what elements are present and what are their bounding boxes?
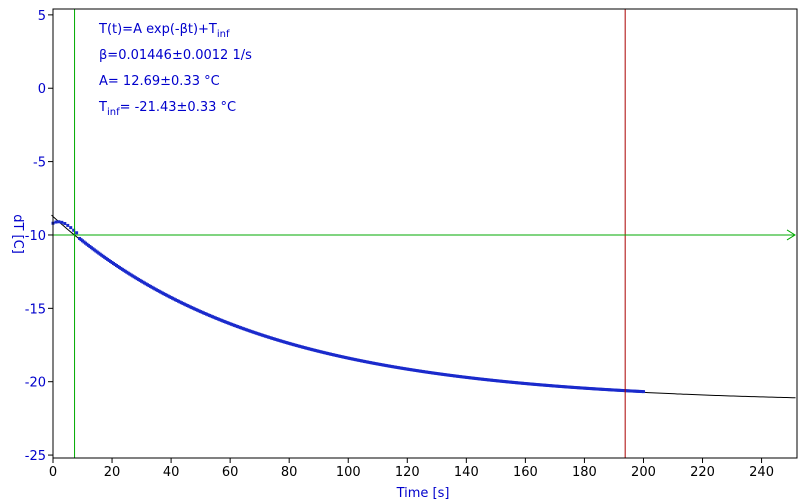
- cursor-layer[interactable]: [53, 9, 796, 458]
- data-point: [69, 226, 73, 230]
- x-tick-label: 40: [163, 465, 180, 480]
- data-layer: [51, 214, 796, 399]
- data-point: [63, 222, 67, 226]
- x-tick-label: 80: [281, 465, 298, 480]
- y-tick-label: -25: [25, 449, 46, 464]
- y-tick-label: -5: [33, 156, 46, 171]
- data-point: [60, 220, 64, 224]
- x-tick-label: 100: [336, 465, 361, 480]
- x-tick-label: 140: [454, 465, 479, 480]
- x-tick-label: 220: [690, 465, 715, 480]
- ticks-layer: 0 20 40 60 80 100 120 140 160 180 200 220 240 5 0 -5 -10…: [25, 9, 774, 480]
- x-tick-label: 200: [631, 465, 656, 480]
- tinf-text: Tinf= -21.43±0.33 °C: [98, 100, 236, 118]
- data-point: [54, 220, 58, 224]
- y-axis-label: dT [C]: [10, 214, 25, 254]
- y-tick-label: -10: [25, 229, 46, 244]
- fit-annotation: T(t)=A exp(-βt)+Tinf β=0.01446±0.0012 1/…: [98, 22, 252, 118]
- x-tick-label: 20: [104, 465, 121, 480]
- data-point: [57, 220, 61, 224]
- x-tick-label: 0: [49, 465, 57, 480]
- x-tick-label: 160: [513, 465, 538, 480]
- y-tick-label: 5: [38, 9, 46, 24]
- a-text: A= 12.69±0.33 °C: [99, 74, 220, 89]
- data-point: [641, 390, 645, 394]
- beta-text: β=0.01446±0.0012 1/s: [99, 48, 252, 63]
- plot-frame: [52, 8, 798, 459]
- y-tick-label: -15: [25, 302, 46, 317]
- data-point: [72, 228, 76, 232]
- data-point: [66, 223, 70, 227]
- formula-text: T(t)=A exp(-βt)+Tinf: [98, 22, 230, 40]
- cursor-arrow-icon: [786, 229, 796, 241]
- data-point: [75, 231, 79, 235]
- x-tick-label: 180: [572, 465, 597, 480]
- x-tick-label: 60: [222, 465, 239, 480]
- x-axis-label: Time [s]: [396, 486, 450, 501]
- x-tick-label: 240: [749, 465, 774, 480]
- y-tick-label: 0: [38, 82, 46, 97]
- y-tick-label: -20: [25, 376, 46, 391]
- x-tick-label: 120: [395, 465, 420, 480]
